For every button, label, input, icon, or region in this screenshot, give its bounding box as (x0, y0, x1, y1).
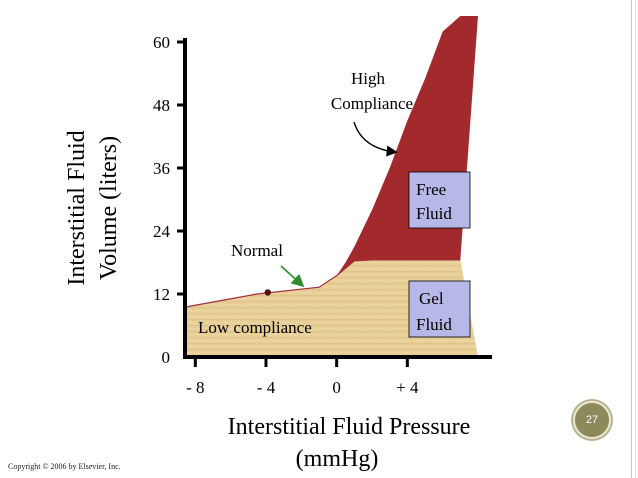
slide-number-badge: 27 (573, 401, 611, 439)
gel-fluid-label-line1: Gel (419, 289, 444, 308)
free-fluid-box (408, 171, 471, 229)
high-compliance-label-line1: High (351, 69, 386, 88)
y-tick-label: 60 (153, 33, 170, 52)
high-compliance-label-line2: Compliance (331, 94, 413, 113)
y-tick-label: 36 (153, 159, 170, 178)
normal-point (264, 289, 271, 296)
slide-frame-line (631, 0, 632, 478)
normal-arrow (280, 265, 305, 288)
free-fluid-label-line2: Fluid (416, 204, 452, 223)
x-axis-title-line1: Interstitial Fluid Pressure (228, 414, 471, 440)
y-tick-label: 48 (153, 96, 170, 115)
x-tick-label: - 4 (257, 378, 276, 397)
slide-frame-line-outer (635, 0, 636, 478)
x-axis-title-line2: (mmHg) (296, 446, 379, 472)
normal-label: Normal (231, 241, 283, 260)
gel-fluid-box (408, 280, 471, 338)
y-ticks: 0 12 24 36 48 60 (153, 33, 185, 367)
copyright-text: Copyright © 2006 by Elsevier, Inc. (8, 462, 121, 471)
x-tick-label: 0 (332, 378, 341, 397)
slide-number: 27 (585, 414, 599, 426)
x-tick-label: + 4 (396, 378, 419, 397)
x-ticks: - 8 - 4 0 + 4 (186, 357, 419, 397)
x-tick-label: - 8 (186, 378, 204, 397)
y-axis-title-line1: Interstitial Fluid (64, 130, 90, 285)
gel-fluid-line (184, 259, 461, 308)
y-tick-label: 24 (153, 222, 171, 241)
y-axis-title-line2: Volume (liters) (96, 136, 122, 280)
gel-fluid-area (185, 259, 478, 357)
y-tick-label: 12 (153, 285, 170, 304)
high-compliance-arrow (353, 121, 398, 157)
low-compliance-label: Low compliance (198, 318, 312, 337)
free-fluid-area (336, 16, 478, 276)
free-fluid-label-line1: Free (416, 180, 446, 199)
y-tick-label: 0 (162, 348, 171, 367)
gel-fluid-label-line2: Fluid (416, 315, 452, 334)
